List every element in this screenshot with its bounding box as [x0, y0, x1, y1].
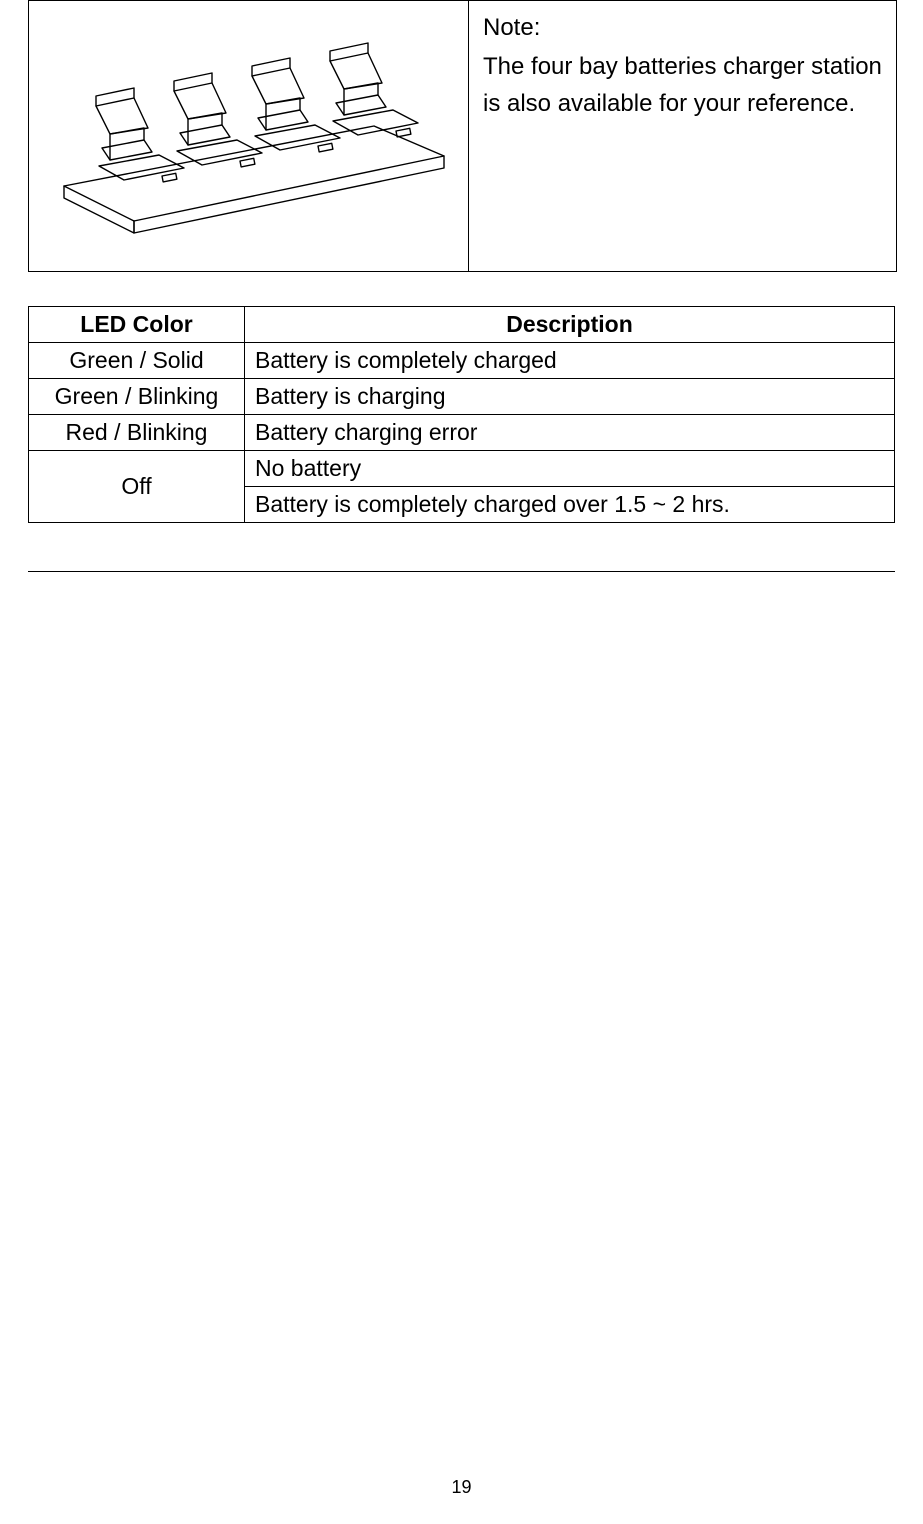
cell-led: Off [29, 451, 245, 523]
cell-desc: Battery is completely charged [245, 343, 895, 379]
note-title: Note: [483, 9, 882, 46]
cell-desc: Battery is completely charged over 1.5 ~… [245, 487, 895, 523]
header-description: Description [245, 307, 895, 343]
document-page: Note: The four bay batteries charger sta… [0, 0, 923, 572]
page-number: 19 [0, 1477, 923, 1498]
section-divider [28, 571, 895, 572]
cell-desc: Battery is charging [245, 379, 895, 415]
table-row: Off No battery [29, 451, 895, 487]
cell-led: Green / Solid [29, 343, 245, 379]
cell-led: Green / Blinking [29, 379, 245, 415]
led-table: LED Color Description Green / Solid Batt… [28, 306, 895, 523]
note-body: The four bay batteries charger station i… [483, 48, 882, 122]
table-row: Green / Solid Battery is completely char… [29, 343, 895, 379]
charger-illustration [44, 36, 454, 236]
note-row: Note: The four bay batteries charger sta… [28, 0, 897, 272]
table-row: Green / Blinking Battery is charging [29, 379, 895, 415]
table-header-row: LED Color Description [29, 307, 895, 343]
charger-illustration-cell [29, 1, 469, 271]
note-text-cell: Note: The four bay batteries charger sta… [469, 1, 896, 271]
cell-desc: Battery charging error [245, 415, 895, 451]
cell-led: Red / Blinking [29, 415, 245, 451]
cell-desc: No battery [245, 451, 895, 487]
table-row: Red / Blinking Battery charging error [29, 415, 895, 451]
header-led-color: LED Color [29, 307, 245, 343]
